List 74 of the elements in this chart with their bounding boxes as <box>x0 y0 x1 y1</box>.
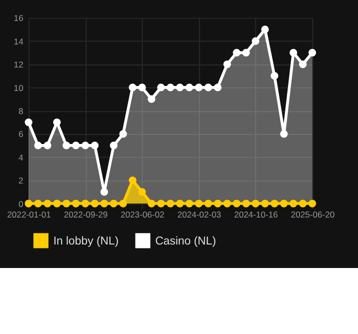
legend-label: In lobby (NL) <box>53 235 119 248</box>
point <box>270 72 278 80</box>
point <box>128 84 136 92</box>
legend-label: Casino (NL) <box>155 235 216 248</box>
point <box>204 84 212 92</box>
x-tick-label: 2025-06-20 <box>290 209 335 220</box>
point <box>100 188 108 196</box>
point <box>223 60 231 68</box>
point <box>128 176 136 184</box>
point <box>214 200 222 208</box>
point <box>157 200 165 208</box>
point <box>72 200 80 208</box>
point <box>214 84 222 92</box>
point <box>90 142 99 150</box>
y-tick-label: 14 <box>14 36 24 46</box>
point <box>138 84 146 92</box>
point <box>72 142 80 150</box>
point <box>100 200 108 208</box>
point <box>242 48 250 56</box>
y-tick-label: 16 <box>14 13 24 24</box>
point <box>270 200 278 208</box>
y-tick-label: 6 <box>18 129 24 140</box>
y-tick-label: 0 <box>18 198 24 209</box>
y-tick-label: 10 <box>14 82 24 93</box>
point <box>176 200 184 208</box>
y-tick-label: 2 <box>18 176 24 186</box>
point <box>119 200 127 208</box>
point <box>232 200 240 208</box>
point <box>204 200 212 208</box>
point <box>186 200 194 208</box>
point <box>176 84 184 92</box>
point <box>62 200 70 208</box>
point <box>138 188 146 196</box>
point <box>308 48 316 56</box>
point <box>110 142 118 150</box>
point <box>44 142 52 150</box>
point <box>194 84 203 92</box>
point <box>44 200 52 208</box>
point <box>148 95 156 103</box>
y-tick-label: 12 <box>14 60 24 70</box>
point <box>34 142 42 150</box>
point <box>62 142 70 150</box>
point <box>299 60 307 68</box>
point <box>90 200 99 208</box>
point <box>223 200 231 208</box>
point <box>290 200 298 208</box>
point <box>82 142 90 150</box>
x-tick-label: 2022-01-01 <box>7 209 52 220</box>
x-tick-label: 2022-09-29 <box>64 209 108 220</box>
point <box>148 200 156 208</box>
point <box>53 118 61 126</box>
y-tick-label: 8 <box>18 106 24 116</box>
point <box>166 84 174 92</box>
point <box>34 200 42 208</box>
point <box>186 84 194 92</box>
point <box>24 118 32 126</box>
point <box>53 200 61 208</box>
x-tick-label: 2024-02-03 <box>177 209 222 220</box>
x-tick-label: 2024-10-16 <box>234 209 278 220</box>
point <box>242 200 250 208</box>
point <box>110 200 118 208</box>
point <box>166 200 174 208</box>
point <box>252 37 260 45</box>
point <box>119 130 127 138</box>
point <box>280 130 288 138</box>
y-tick-label: 4 <box>18 152 24 162</box>
point <box>261 26 269 34</box>
point <box>232 48 240 56</box>
point <box>299 200 307 208</box>
point <box>261 200 269 208</box>
point <box>290 48 298 56</box>
point <box>157 84 165 92</box>
x-tick-label: 2023-06-02 <box>120 209 165 220</box>
point <box>280 200 288 208</box>
